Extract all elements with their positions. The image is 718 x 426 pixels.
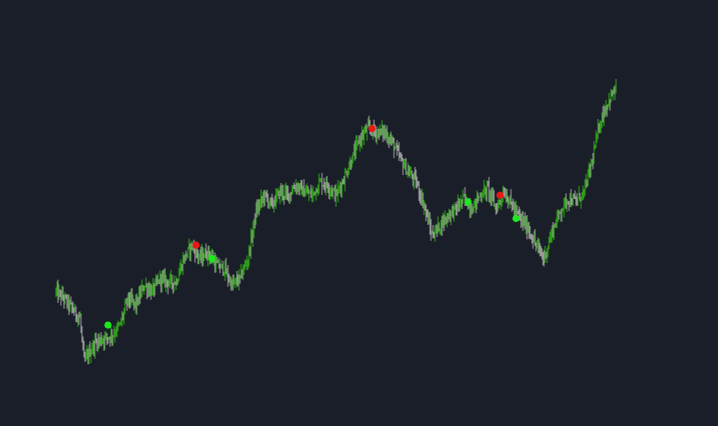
sell-signal-marker[interactable] [496, 191, 504, 199]
sell-signal-marker[interactable] [368, 125, 376, 133]
sell-signal-marker[interactable] [192, 241, 200, 249]
buy-signal-marker[interactable] [464, 198, 472, 206]
signals-layer [104, 125, 520, 329]
buy-signal-marker[interactable] [208, 254, 216, 263]
buy-signal-marker[interactable] [104, 321, 112, 329]
buy-signal-marker[interactable] [512, 214, 520, 223]
price-bars-layer [55, 78, 617, 365]
